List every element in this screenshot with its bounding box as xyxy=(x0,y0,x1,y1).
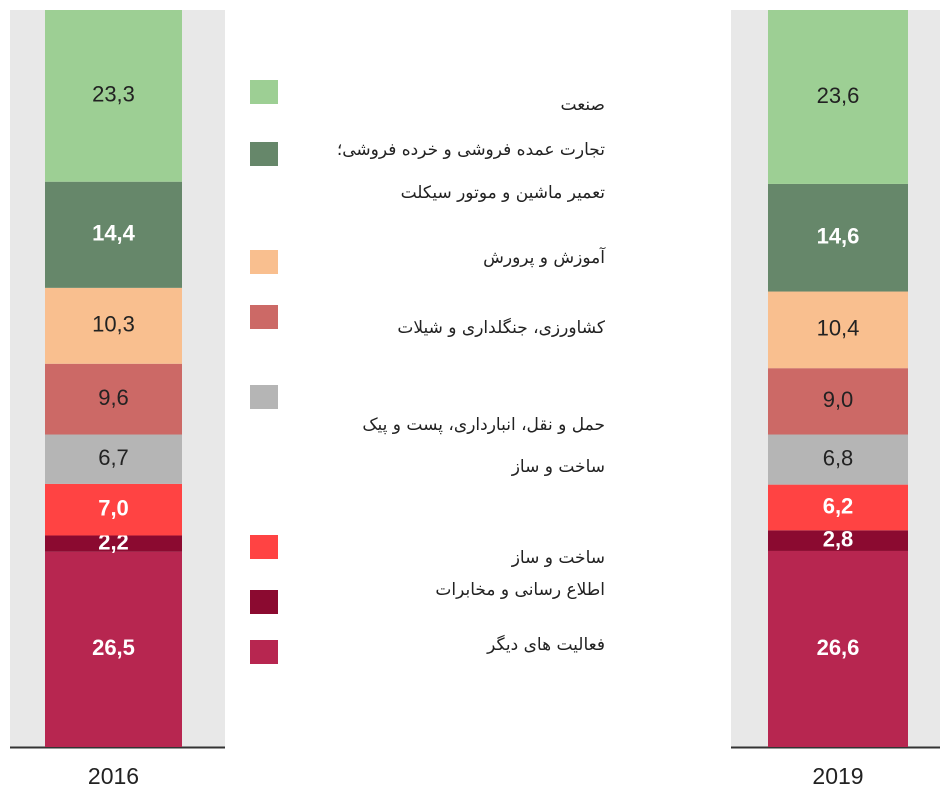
value-label: 10,3 xyxy=(92,312,135,337)
bar-segment xyxy=(768,484,908,531)
value-label: 6,2 xyxy=(823,493,854,518)
bar-segment xyxy=(45,10,182,182)
value-label: 14,4 xyxy=(92,221,136,246)
legend-swatch xyxy=(250,385,278,409)
bar-segment xyxy=(45,551,182,747)
bar-segment xyxy=(45,181,182,288)
bar-segment xyxy=(45,363,182,435)
legend-label: حمل و نقل، انبارداری، پست و پیک xyxy=(362,415,605,435)
legend-swatch xyxy=(250,250,278,274)
value-label: 9,6 xyxy=(98,385,129,410)
value-label: 9,0 xyxy=(823,387,854,412)
bar-segment xyxy=(768,434,908,485)
legend-label: کشاورزی، جنگلداری و شیلات xyxy=(397,317,606,338)
legend-label: تجارت عمده فروشی و خرده فروشی؛ xyxy=(337,140,605,160)
bar-segment xyxy=(45,535,182,552)
legend-label: ساخت و ساز xyxy=(511,457,605,477)
legend-swatch xyxy=(250,305,278,329)
legend-label: آموزش و پرورش xyxy=(483,246,606,268)
bar-segment xyxy=(768,183,908,292)
legend-label: فعالیت های دیگر xyxy=(486,634,605,655)
x-tick-label: 2016 xyxy=(88,763,139,789)
bar-segment xyxy=(768,291,908,369)
bar-segment xyxy=(768,530,908,551)
legend-label: صنعت xyxy=(561,95,605,115)
value-label: 6,8 xyxy=(823,445,854,470)
value-label: 10,4 xyxy=(817,316,860,341)
bar-segment xyxy=(45,434,182,484)
bar-segment xyxy=(768,550,908,747)
legend-label: ساخت و ساز xyxy=(511,548,605,568)
bar-segment xyxy=(45,483,182,536)
legend-swatch xyxy=(250,80,278,104)
value-label: 26,5 xyxy=(92,635,135,660)
value-label: 7,0 xyxy=(98,495,129,520)
value-label: 6,7 xyxy=(98,445,129,470)
bar-segment xyxy=(768,10,908,184)
value-label: 26,6 xyxy=(817,635,860,660)
legend-swatch xyxy=(250,535,278,559)
bar-segment xyxy=(45,287,182,364)
value-label: 2,8 xyxy=(823,526,854,551)
value-label: 23,3 xyxy=(92,82,135,107)
x-tick-label: 2019 xyxy=(812,763,863,789)
value-label: 14,6 xyxy=(817,224,860,249)
legend-label: تعمیر ماشین و موتور سیکلت xyxy=(401,183,606,203)
bar-segment xyxy=(768,368,908,435)
legend-swatch xyxy=(250,640,278,664)
legend-label: اطلاع رسانی و مخابرات xyxy=(435,580,605,600)
legend-swatch xyxy=(250,590,278,614)
value-label: 23,6 xyxy=(817,83,860,108)
legend-swatch xyxy=(250,142,278,166)
